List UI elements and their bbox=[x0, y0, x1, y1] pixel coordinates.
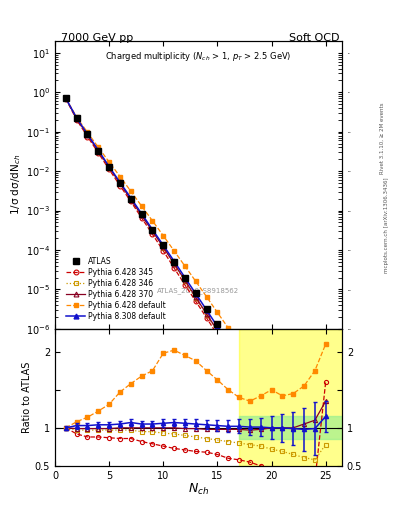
Y-axis label: Ratio to ATLAS: Ratio to ATLAS bbox=[22, 361, 32, 433]
Text: Soft QCD: Soft QCD bbox=[290, 33, 340, 44]
Bar bbox=[239, 329, 342, 466]
Text: mcplots.cern.ch [arXiv:1306.3436]: mcplots.cern.ch [arXiv:1306.3436] bbox=[384, 178, 389, 273]
Legend: ATLAS, Pythia 6.428 345, Pythia 6.428 346, Pythia 6.428 370, Pythia 6.428 defaul: ATLAS, Pythia 6.428 345, Pythia 6.428 34… bbox=[64, 255, 167, 322]
Y-axis label: 1/σ dσ/dN$_{ch}$: 1/σ dσ/dN$_{ch}$ bbox=[9, 154, 23, 216]
Text: 7000 GeV pp: 7000 GeV pp bbox=[61, 33, 133, 44]
Bar bbox=[239, 416, 342, 439]
X-axis label: $N_{ch}$: $N_{ch}$ bbox=[188, 482, 209, 497]
Text: Rivet 3.1.10, ≥ 2M events: Rivet 3.1.10, ≥ 2M events bbox=[380, 102, 384, 174]
Text: Charged multiplicity ($N_{ch}$ > 1, $p_T$ > 2.5 GeV): Charged multiplicity ($N_{ch}$ > 1, $p_T… bbox=[105, 50, 292, 62]
Text: ATLAS_2010_S8918562: ATLAS_2010_S8918562 bbox=[158, 288, 239, 294]
